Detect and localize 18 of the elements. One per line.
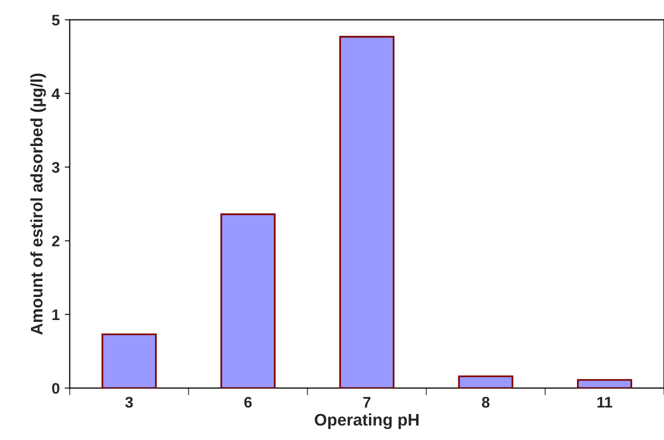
y-axis-title: Amount of estirol adsorbed (µg/l) xyxy=(30,74,46,335)
bar xyxy=(102,333,157,388)
x-axis-title: Operating pH xyxy=(314,413,419,430)
y-tick-label: 3 xyxy=(52,162,60,173)
x-tick-label: 11 xyxy=(597,396,612,408)
y-tick-label: 4 xyxy=(52,88,60,99)
x-tick-label: 6 xyxy=(244,396,252,408)
bar xyxy=(458,375,514,388)
bar xyxy=(220,213,276,388)
bar xyxy=(339,36,394,388)
y-tick-label: 5 xyxy=(52,14,60,26)
y-tick-label: 2 xyxy=(52,236,60,246)
y-tick-label: 0 xyxy=(52,382,60,394)
bar xyxy=(576,379,632,388)
x-tick-label: 7 xyxy=(363,396,370,408)
x-tick-label: 8 xyxy=(482,396,490,408)
x-tick-label: 3 xyxy=(125,396,133,408)
y-tick-label: 1 xyxy=(52,309,60,320)
